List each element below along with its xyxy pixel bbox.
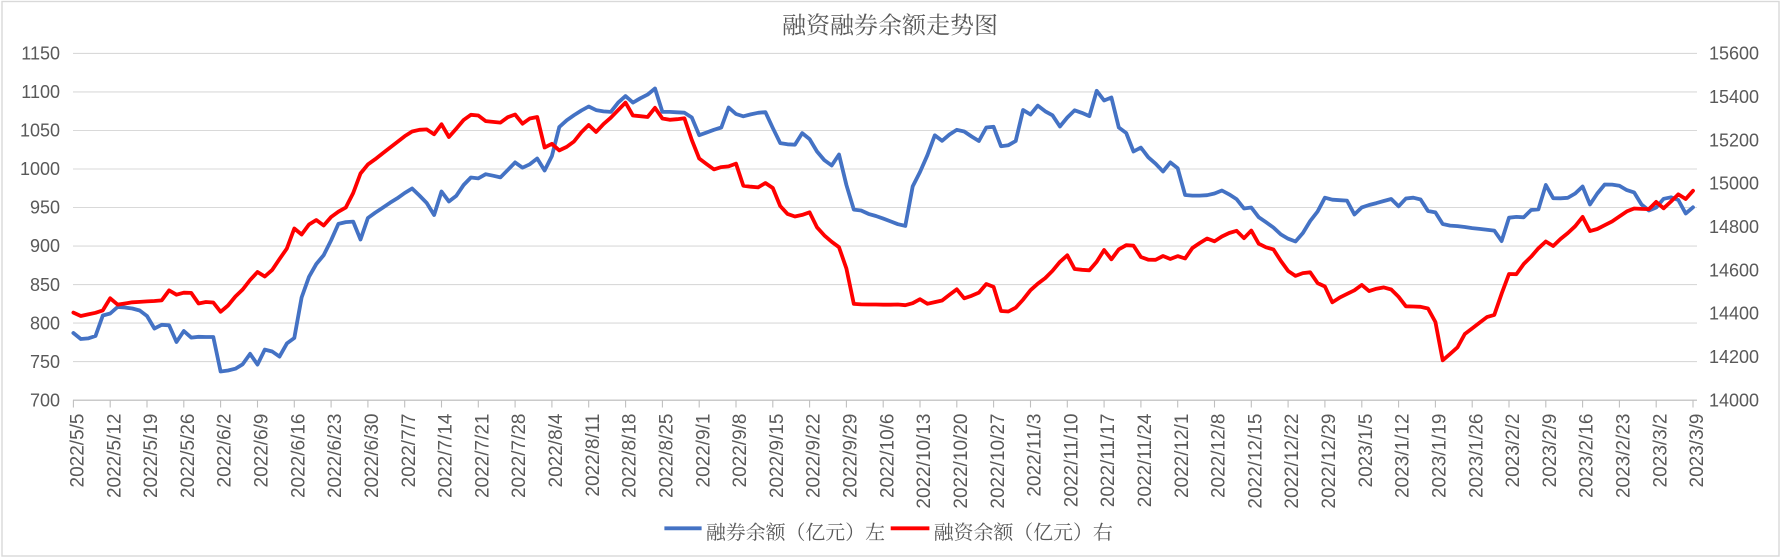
svg-text:15600: 15600 bbox=[1709, 44, 1759, 64]
svg-text:2022/10/13: 2022/10/13 bbox=[914, 414, 935, 509]
svg-text:2022/5/12: 2022/5/12 bbox=[104, 414, 125, 499]
svg-text:750: 750 bbox=[30, 352, 60, 372]
svg-text:14000: 14000 bbox=[1709, 390, 1759, 410]
svg-text:2022/11/10: 2022/11/10 bbox=[1061, 414, 1082, 508]
svg-text:2022/10/6: 2022/10/6 bbox=[877, 414, 898, 499]
svg-text:2022/6/16: 2022/6/16 bbox=[288, 414, 309, 499]
svg-text:850: 850 bbox=[30, 275, 60, 295]
svg-text:2022/6/30: 2022/6/30 bbox=[362, 414, 383, 499]
svg-text:2022/8/18: 2022/8/18 bbox=[620, 414, 641, 499]
svg-text:2023/2/2: 2023/2/2 bbox=[1503, 414, 1524, 488]
svg-text:950: 950 bbox=[30, 198, 60, 218]
svg-text:2022/8/4: 2022/8/4 bbox=[546, 413, 567, 487]
svg-text:2022/8/25: 2022/8/25 bbox=[657, 414, 678, 499]
svg-text:15000: 15000 bbox=[1709, 174, 1759, 194]
svg-text:1000: 1000 bbox=[20, 159, 60, 179]
svg-text:2022/6/23: 2022/6/23 bbox=[325, 414, 346, 499]
svg-text:800: 800 bbox=[30, 313, 60, 333]
svg-text:2023/1/19: 2023/1/19 bbox=[1430, 414, 1451, 499]
svg-text:2022/11/17: 2022/11/17 bbox=[1098, 414, 1119, 508]
svg-text:2022/6/2: 2022/6/2 bbox=[215, 414, 236, 488]
svg-text:1100: 1100 bbox=[21, 82, 60, 102]
svg-text:2022/5/26: 2022/5/26 bbox=[178, 414, 199, 499]
svg-text:2022/10/20: 2022/10/20 bbox=[951, 414, 972, 509]
svg-text:14800: 14800 bbox=[1709, 217, 1759, 237]
svg-text:2022/9/15: 2022/9/15 bbox=[767, 414, 788, 499]
svg-text:2022/7/7: 2022/7/7 bbox=[399, 414, 420, 488]
svg-text:900: 900 bbox=[30, 236, 60, 256]
svg-text:1050: 1050 bbox=[20, 121, 60, 141]
svg-text:2022/12/15: 2022/12/15 bbox=[1245, 414, 1266, 509]
svg-text:2023/1/26: 2023/1/26 bbox=[1466, 414, 1487, 499]
svg-text:2022/9/8: 2022/9/8 bbox=[730, 414, 751, 488]
svg-text:1150: 1150 bbox=[21, 44, 60, 64]
svg-text:2023/2/23: 2023/2/23 bbox=[1614, 414, 1635, 499]
svg-text:2023/3/2: 2023/3/2 bbox=[1650, 414, 1671, 488]
svg-text:15200: 15200 bbox=[1709, 130, 1759, 150]
svg-text:2022/6/9: 2022/6/9 bbox=[252, 414, 273, 488]
svg-text:2023/1/5: 2023/1/5 bbox=[1356, 414, 1377, 488]
svg-text:2022/10/27: 2022/10/27 bbox=[988, 414, 1009, 509]
svg-text:14600: 14600 bbox=[1709, 260, 1759, 280]
svg-text:2022/12/8: 2022/12/8 bbox=[1209, 414, 1230, 499]
svg-text:2023/2/9: 2023/2/9 bbox=[1540, 414, 1561, 488]
svg-text:2022/9/1: 2022/9/1 bbox=[693, 414, 714, 488]
svg-text:2023/2/16: 2023/2/16 bbox=[1577, 414, 1598, 499]
svg-text:2022/12/29: 2022/12/29 bbox=[1319, 414, 1340, 509]
svg-text:2022/5/19: 2022/5/19 bbox=[141, 414, 162, 499]
svg-text:700: 700 bbox=[30, 390, 60, 410]
svg-text:2022/11/3: 2022/11/3 bbox=[1025, 414, 1046, 497]
svg-text:2022/12/22: 2022/12/22 bbox=[1282, 414, 1303, 509]
svg-text:2022/7/14: 2022/7/14 bbox=[436, 413, 457, 498]
svg-text:2022/9/22: 2022/9/22 bbox=[804, 414, 825, 499]
svg-text:2022/12/1: 2022/12/1 bbox=[1172, 414, 1193, 499]
svg-text:2022/5/5: 2022/5/5 bbox=[68, 414, 89, 488]
svg-text:14200: 14200 bbox=[1709, 347, 1759, 367]
svg-text:14400: 14400 bbox=[1709, 304, 1759, 324]
svg-text:2023/3/9: 2023/3/9 bbox=[1687, 414, 1708, 488]
svg-text:2023/1/12: 2023/1/12 bbox=[1393, 414, 1414, 499]
svg-text:2022/11/24: 2022/11/24 bbox=[1135, 413, 1156, 507]
svg-text:2022/8/11: 2022/8/11 bbox=[583, 414, 604, 497]
svg-text:2022/7/28: 2022/7/28 bbox=[509, 414, 530, 499]
svg-text:15400: 15400 bbox=[1709, 87, 1759, 107]
svg-text:2022/9/29: 2022/9/29 bbox=[841, 414, 862, 499]
svg-text:2022/7/21: 2022/7/21 bbox=[472, 414, 493, 499]
